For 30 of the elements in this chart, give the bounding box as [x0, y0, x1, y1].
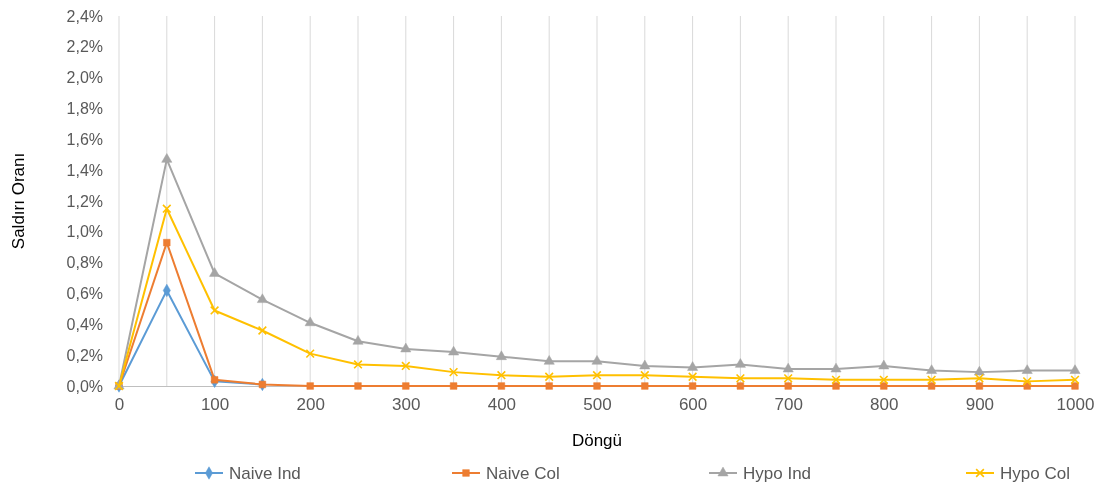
- x-tick-label: 0: [114, 395, 125, 415]
- y-tick-label: 1,8%: [66, 100, 103, 118]
- y-tick-label: 0,4%: [66, 315, 103, 333]
- x-tick-label: 300: [392, 395, 421, 415]
- x-tick-label: 100: [200, 395, 230, 415]
- x-tick-label: 900: [965, 395, 995, 415]
- x-tick-label: 800: [870, 395, 899, 415]
- x-tick-label: 200: [296, 395, 325, 415]
- y-tick-label: 1,6%: [66, 130, 103, 148]
- legend-label: Hypo Ind: [743, 464, 812, 483]
- x-axis-title: Döngü: [571, 431, 623, 450]
- y-axis-title: Saldırı Oranı: [9, 152, 28, 250]
- y-tick-label: 2,0%: [66, 69, 103, 87]
- y-tick-label: 1,4%: [66, 161, 103, 179]
- x-tick-label: 1000: [1056, 395, 1095, 415]
- x-tick-label: 400: [487, 395, 517, 415]
- x-tick-label: 600: [678, 395, 708, 415]
- legend-label: Naive Col: [486, 464, 560, 483]
- y-tick-label: 0,2%: [66, 346, 103, 364]
- legend-label: Naive Ind: [229, 464, 301, 483]
- y-tick-label: 0,0%: [66, 377, 103, 395]
- y-tick-label: 2,4%: [66, 7, 103, 25]
- x-tick-label: 700: [774, 395, 803, 415]
- y-tick-label: 0,6%: [66, 285, 103, 303]
- y-tick-label: 2,2%: [66, 38, 103, 56]
- x-tick-label: 500: [583, 395, 612, 415]
- y-tick-label: 0,8%: [66, 254, 103, 272]
- y-tick-label: 1,0%: [66, 223, 103, 241]
- y-tick-label: 1,2%: [66, 192, 103, 210]
- legend-label: Hypo Col: [1000, 464, 1070, 483]
